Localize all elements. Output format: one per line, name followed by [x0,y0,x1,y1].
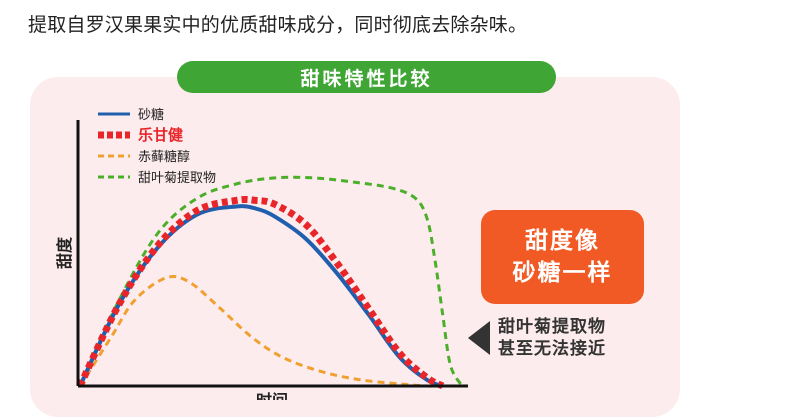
series-line-砂糖 [78,204,444,388]
sweetness-badge: 甜度像 砂糖一样 [481,210,644,304]
x-axis-label: 时间 [256,391,288,400]
series-line-赤藓糖醇 [78,274,439,388]
legend-label-砂糖: 砂糖 [138,107,164,123]
legend-label-甜叶菊提取物: 甜叶菊提取物 [138,170,216,186]
callout-arrow-icon [468,321,490,355]
chart-title: 甜味特性比较 [177,61,556,93]
legend-label-赤藓糖醇: 赤藓糖醇 [138,149,190,165]
plot-area [76,175,464,390]
callout-line-2: 甚至无法接近 [498,339,606,359]
badge-line-1: 甜度像 [525,228,600,254]
intro-text: 提取自罗汉果果实中的优质甜味成分，同时彻底去除杂味。 [28,14,528,36]
series-line-甜叶菊提取物 [78,175,464,387]
y-axis-label: 甜度 [55,236,74,269]
series-line-乐甘健 [76,195,445,390]
callout-line-1: 甜叶菊提取物 [498,317,606,337]
legend-label-乐甘健: 乐甘健 [138,126,183,144]
stevia-callout: 甜叶菊提取物 甚至无法接近 [498,316,606,360]
badge-line-2: 砂糖一样 [512,260,613,286]
